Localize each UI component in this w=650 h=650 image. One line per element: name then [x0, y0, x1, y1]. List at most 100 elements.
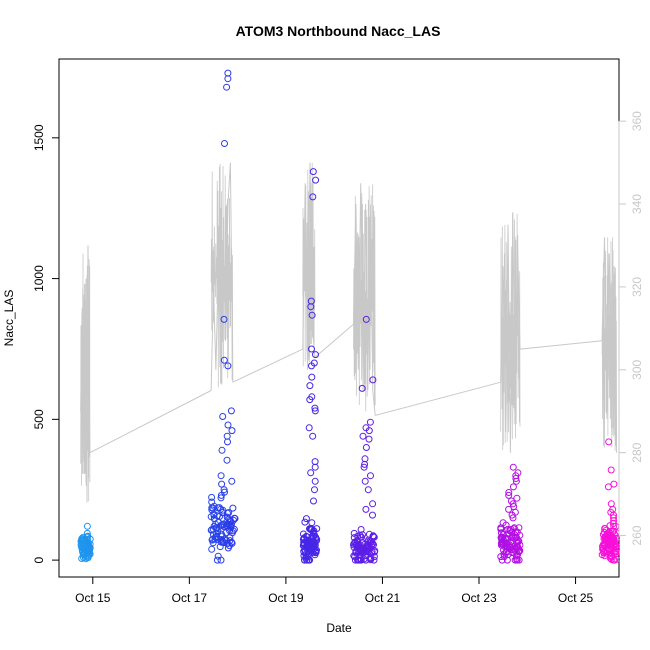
- data-point-outlier: [509, 463, 517, 471]
- y2-tick-label: 340: [630, 194, 644, 214]
- data-point-outlier: [362, 444, 370, 451]
- data-point: [498, 533, 505, 541]
- x-tick-label: Oct 15: [75, 591, 111, 605]
- data-point: [225, 542, 233, 550]
- data-point-outlier: [311, 407, 319, 415]
- data-point: [610, 527, 618, 535]
- y2-tick-label: 280: [630, 442, 644, 462]
- x-tick-label: Oct 23: [461, 591, 497, 605]
- data-point-outlier: [505, 489, 513, 496]
- data-point: [214, 552, 222, 560]
- data-point-outlier: [505, 491, 513, 499]
- data-point-outlier: [361, 460, 369, 468]
- data-point: [350, 552, 358, 560]
- data-point-outlier: [224, 75, 232, 83]
- y2-tick-label: 360: [630, 111, 644, 131]
- data-point: [354, 532, 362, 540]
- data-point-outlier: [605, 438, 613, 446]
- data-point: [216, 522, 224, 530]
- data-point-outlier: [366, 418, 374, 426]
- data-point: [309, 539, 317, 547]
- data-point-outlier: [310, 497, 317, 505]
- x-axis: Oct 15 Oct 17 Oct 19 Oct 21 Oct 23 Oct 25: [75, 576, 594, 605]
- secondary-line-spikes: [601, 237, 617, 451]
- secondary-line-segment: [232, 348, 304, 383]
- data-point-outlier: [83, 529, 91, 537]
- data-point-outlier: [217, 491, 225, 499]
- data-point-outlier: [369, 500, 377, 508]
- data-point: [513, 556, 521, 564]
- data-point-outlier: [308, 345, 315, 353]
- secondary-line-spikes: [80, 253, 91, 502]
- data-point: [514, 545, 521, 553]
- data-point-outlier: [512, 477, 520, 485]
- x-tick-label: Oct 25: [558, 591, 594, 605]
- data-point-outlier: [228, 427, 236, 435]
- data-point-outlier: [509, 514, 517, 522]
- data-point-outlier: [219, 413, 227, 420]
- data-point-outlier: [223, 432, 231, 440]
- data-point-outlier: [307, 469, 315, 477]
- data-point: [214, 504, 222, 512]
- data-point-outlier: [369, 511, 376, 519]
- chart-title: ATOM3 Northbound Nacc_LAS: [236, 23, 441, 39]
- data-point-outlier: [221, 140, 228, 147]
- y-axis-label: Nacc_LAS: [2, 290, 16, 347]
- data-point: [370, 556, 378, 564]
- data-point: [208, 498, 216, 506]
- data-point-outlier: [311, 463, 319, 471]
- y2-tick-label: 260: [630, 525, 644, 545]
- data-point: [499, 538, 507, 546]
- data-point: [497, 524, 505, 532]
- data-point-outlier: [509, 483, 517, 491]
- data-point: [300, 536, 308, 544]
- data-point-outlier: [224, 438, 231, 446]
- data-point-outlier: [308, 311, 316, 319]
- data-point-outlier: [369, 376, 377, 384]
- data-point: [213, 512, 221, 520]
- data-point: [220, 539, 228, 547]
- data-point-outlier: [223, 83, 231, 91]
- data-point: [216, 543, 224, 551]
- data-point: [210, 510, 218, 518]
- data-point-outlier: [217, 472, 225, 480]
- data-point-outlier: [358, 384, 366, 392]
- data-point-outlier: [224, 421, 232, 429]
- data-point-outlier: [604, 483, 612, 491]
- data-point: [512, 552, 520, 560]
- data-point: [612, 548, 620, 556]
- data-point: [599, 542, 606, 550]
- data-point: [302, 553, 310, 561]
- data-point-outlier: [364, 486, 372, 494]
- data-point: [225, 515, 233, 523]
- data-point: [83, 533, 91, 541]
- data-point: [301, 540, 309, 548]
- data-point: [219, 537, 226, 545]
- points-layer: [77, 69, 621, 564]
- data-point-outlier: [512, 475, 520, 482]
- data-point: [502, 521, 510, 529]
- data-point-outlier: [309, 432, 317, 440]
- data-point: [217, 494, 225, 502]
- data-point: [515, 524, 523, 532]
- data-point-outlier: [610, 522, 618, 530]
- data-point: [502, 548, 510, 556]
- data-point-outlier: [306, 396, 314, 404]
- data-point: [301, 518, 309, 526]
- data-point-outlier: [508, 511, 516, 519]
- data-point: [222, 529, 230, 537]
- data-point-outlier: [311, 486, 318, 494]
- secondary-line-spikes: [353, 184, 376, 412]
- data-point-outlier: [81, 553, 89, 561]
- secondary-line-layer: [80, 162, 618, 503]
- data-point-outlier: [218, 480, 226, 488]
- data-point-outlier: [309, 193, 317, 201]
- data-point-outlier: [360, 463, 368, 471]
- y-tick-label: 0: [32, 556, 46, 563]
- data-point: [209, 539, 217, 547]
- data-point-outlier: [308, 373, 316, 381]
- data-point-outlier: [308, 362, 315, 370]
- data-point-outlier: [309, 168, 317, 176]
- plot-frame: [58, 58, 620, 578]
- data-point-outlier: [223, 456, 231, 464]
